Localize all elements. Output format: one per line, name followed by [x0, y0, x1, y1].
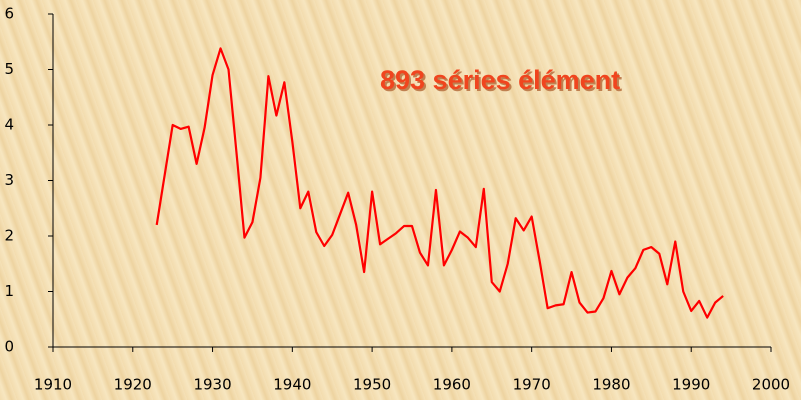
y-tick-label: 5: [4, 60, 14, 78]
data-line: [155, 47, 724, 319]
y-tick-label: 3: [4, 171, 14, 189]
x-tick-label: 1920: [114, 376, 152, 394]
y-tick-label: 0: [4, 338, 14, 356]
x-tick-label: 1910: [34, 376, 72, 394]
x-tick-label: 1970: [513, 376, 551, 394]
annotation: 893 séries élément: [382, 67, 622, 97]
y-tick-label: 6: [4, 5, 14, 23]
x-tick-label: 1960: [433, 376, 471, 394]
x-tick-label: 1980: [592, 376, 630, 394]
x-tick-label: 1990: [672, 376, 710, 394]
x-tick-label: 1940: [273, 376, 311, 394]
y-tick-label: 4: [4, 116, 14, 134]
x-tick-label: 1930: [193, 376, 231, 394]
annotation: 893 séries élément: [380, 65, 620, 95]
y-tick-label: 2: [4, 227, 14, 245]
y-tick-label: 1: [4, 282, 14, 300]
x-tick-label: 1950: [353, 376, 391, 394]
x-tick-label: 2000: [752, 376, 790, 394]
